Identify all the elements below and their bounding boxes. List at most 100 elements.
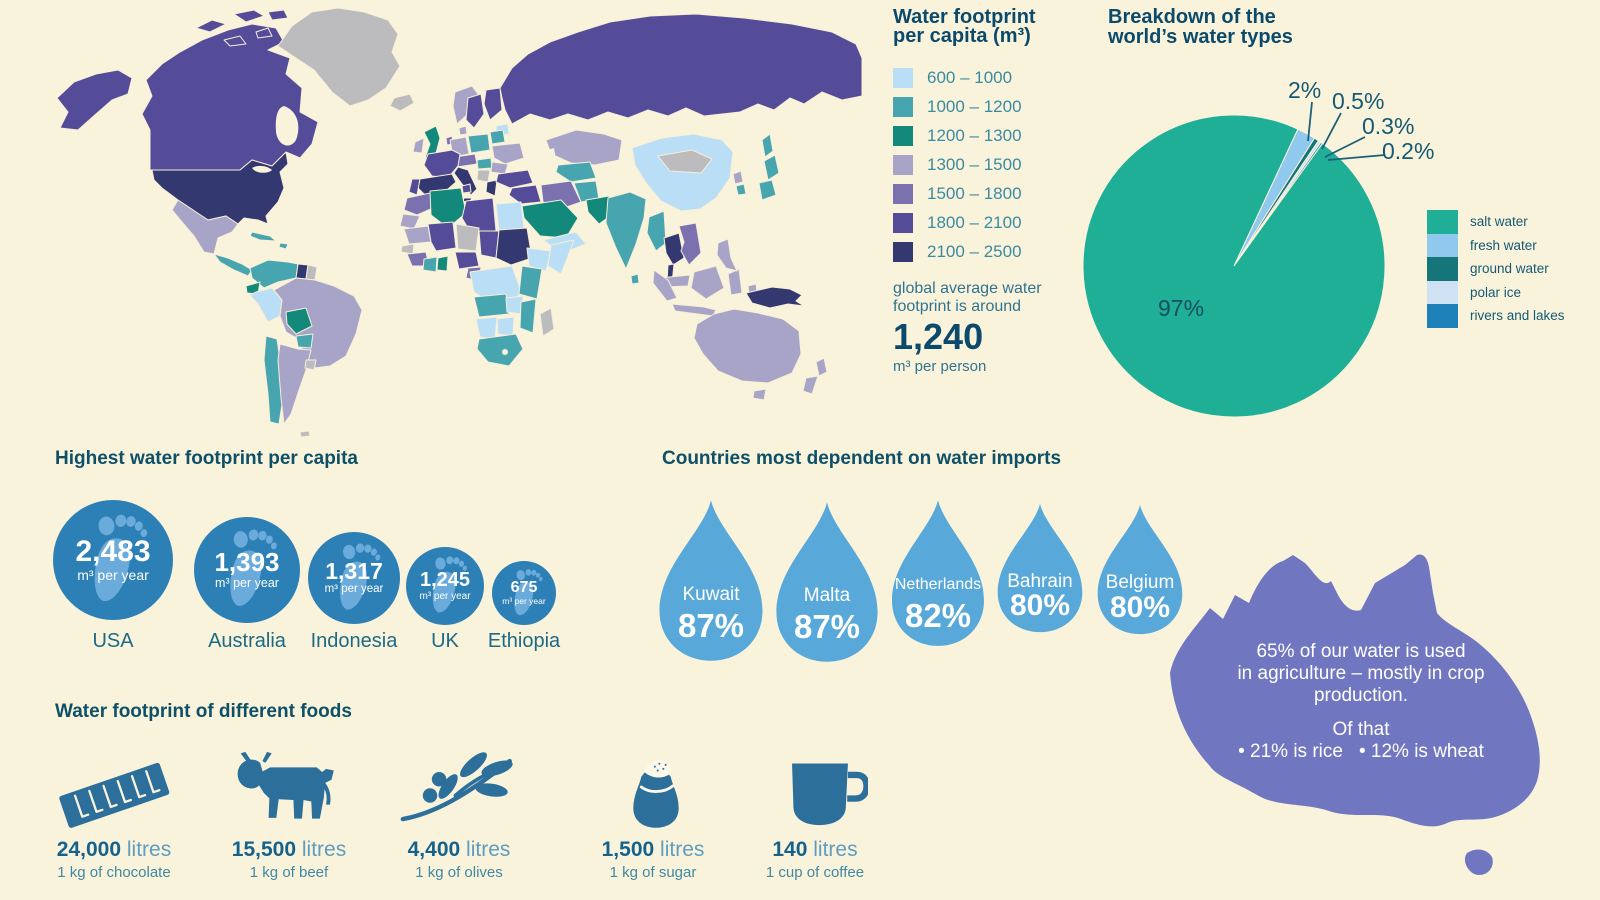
footprint-circle-australia: 1,393 m³ per year (194, 517, 300, 623)
pie-legend: salt water fresh water ground water pola… (1427, 210, 1565, 328)
drop-country: Malta (803, 585, 851, 607)
average-note-line2: footprint is around (893, 298, 1022, 315)
australia-fact-text: 65% of our water is used in agriculture … (1211, 641, 1511, 763)
pie-legend-item: polar ice (1427, 280, 1565, 304)
global-average-unit: m³ per person (893, 358, 987, 375)
footprints-section-title: Highest water footprint per capita (55, 448, 358, 469)
food-desc-olives: 1 kg of olives (415, 864, 503, 881)
footprint-circle-uk: 1,245 m³ per year (406, 547, 484, 625)
legend-label: 1200 – 1300 (927, 126, 1022, 145)
drop-percentage: 80% (1109, 590, 1171, 624)
australia-fact-bullets: • 21% is rice • 12% is wheat (1211, 741, 1511, 763)
food-value-sugar: 1,500 litres (601, 838, 705, 861)
drop-country: Bahrain (1007, 570, 1073, 592)
food-desc-coffee: 1 cup of coffee (765, 864, 865, 881)
australia-silhouette (1170, 554, 1540, 875)
footprint-value: 675 (510, 578, 538, 596)
food-desc-sugar: 1 kg of sugar (609, 864, 697, 881)
sugar-sack-icon (633, 759, 679, 828)
footprint-circle-ethiopia: 675 m³ per year (492, 561, 556, 625)
footprint-unit: m³ per year (324, 583, 384, 596)
country-label-indonesia: Indonesia (310, 630, 398, 652)
water-drop-bahrain: Bahrain 80% (994, 502, 1086, 634)
salt-water-percentage-label: 97% (1158, 295, 1205, 321)
legend-label: 1300 – 1500 (927, 155, 1022, 174)
legend-swatch (893, 213, 913, 233)
global-average-value: 1,240 (893, 316, 984, 357)
legend-item: 1300 – 1500 (893, 155, 1093, 175)
pie-legend-item: rivers and lakes (1427, 304, 1565, 328)
food-value-olives: 4,400 litres (407, 838, 511, 861)
water-types-pie-chart: Breakdown of the world’s water types 2% … (1060, 5, 1600, 435)
map-legend-title-line2: per capita (m³) (893, 25, 1031, 47)
australia-fact-line2: in agriculture – mostly in crop (1237, 663, 1485, 684)
pie-legend-label: salt water (1470, 214, 1528, 230)
legend-item: 1200 – 1300 (893, 126, 1093, 146)
footprint-unit: m³ per year (215, 576, 279, 591)
legend-item: 1000 – 1200 (893, 97, 1093, 117)
legend-swatch (893, 242, 913, 262)
drop-percentage: 80% (1009, 589, 1071, 623)
drop-country: Belgium (1105, 572, 1175, 594)
legend-item: 1500 – 1800 (893, 184, 1093, 204)
pie-legend-item: ground water (1427, 257, 1565, 281)
footprint-value: 1,393 (214, 546, 280, 577)
food-value-coffee: 140 litres (772, 838, 858, 861)
callout-line-fresh-water (1307, 101, 1313, 142)
legend-label: 1500 – 1800 (927, 184, 1022, 203)
water-drop-malta: Malta 87% (772, 500, 882, 664)
drop-country: Kuwait (682, 583, 740, 605)
pie-legend-item: fresh water (1427, 233, 1565, 257)
callout-line-ground-water (1321, 112, 1342, 150)
water-drop-netherlands: Netherlands 82% (888, 498, 988, 648)
legend-label: 1800 – 2100 (927, 213, 1022, 232)
pie-legend-swatch (1427, 304, 1458, 328)
water-drop-kuwait: Kuwait 87% (655, 498, 767, 663)
footprint-circle-indonesia: 1,317 m³ per year (308, 532, 400, 624)
country-label-usa: USA (92, 630, 134, 652)
drop-percentage: 87% (677, 606, 745, 644)
footprint-value: 2,483 (75, 534, 151, 568)
map-legend-title-line1: Water footprint (893, 6, 1036, 28)
australia-fact-line3: production. (1313, 685, 1408, 706)
olive-branch-icon (400, 752, 513, 822)
footprint-value: 1,317 (325, 558, 383, 585)
pie-title-line1: Breakdown of the (1108, 6, 1276, 28)
pie-title-line2: world’s water types (1108, 26, 1293, 48)
pie-legend-swatch (1427, 280, 1458, 304)
footprint-circle-usa: 2,483 m³ per year (53, 500, 173, 620)
legend-label: 600 – 1000 (927, 68, 1013, 87)
australia-fact-line4: Of that (1332, 719, 1390, 740)
cow-icon (237, 751, 334, 819)
australia-fact-line1: 65% of our water is used (1256, 641, 1466, 662)
pie-legend-item: salt water (1427, 210, 1565, 234)
legend-label: 1000 – 1200 (927, 97, 1022, 116)
footprint-unit: m³ per year (77, 567, 149, 584)
pie-legend-swatch (1427, 233, 1458, 257)
coffee-mug-icon (792, 763, 868, 826)
country-label-ethiopia: Ethiopia (487, 630, 561, 652)
pie-legend-swatch (1427, 257, 1458, 281)
food-desc-chocolate: 1 kg of chocolate (57, 864, 171, 881)
callout-ground-water: 0.5% (1332, 88, 1385, 114)
footprint-unit: m³ per year (419, 590, 471, 602)
legend-swatch (893, 184, 913, 204)
water-drop-belgium: Belgium 80% (1094, 503, 1186, 636)
pie-legend-label: polar ice (1470, 284, 1522, 300)
pie-legend-swatch (1427, 210, 1458, 234)
callout-line-rivers-lakes (1327, 154, 1386, 161)
legend-swatch (893, 126, 913, 146)
callout-rivers-lakes: 0.2% (1382, 138, 1435, 164)
callout-fresh-water: 2% (1288, 77, 1322, 103)
pie-legend-label: fresh water (1470, 237, 1537, 253)
footprint-unit: m³ per year (502, 596, 546, 607)
average-note-line1: global average water (893, 280, 1042, 297)
legend-item: 1800 – 2100 (893, 213, 1093, 233)
legend-swatch (893, 97, 913, 117)
legend-swatch (893, 68, 913, 88)
drop-percentage: 87% (793, 608, 861, 646)
footprint-value: 1,245 (419, 568, 471, 591)
pie-slice-salt-water (1082, 114, 1386, 418)
wheat-bullet: • 12% is wheat (1358, 741, 1484, 762)
